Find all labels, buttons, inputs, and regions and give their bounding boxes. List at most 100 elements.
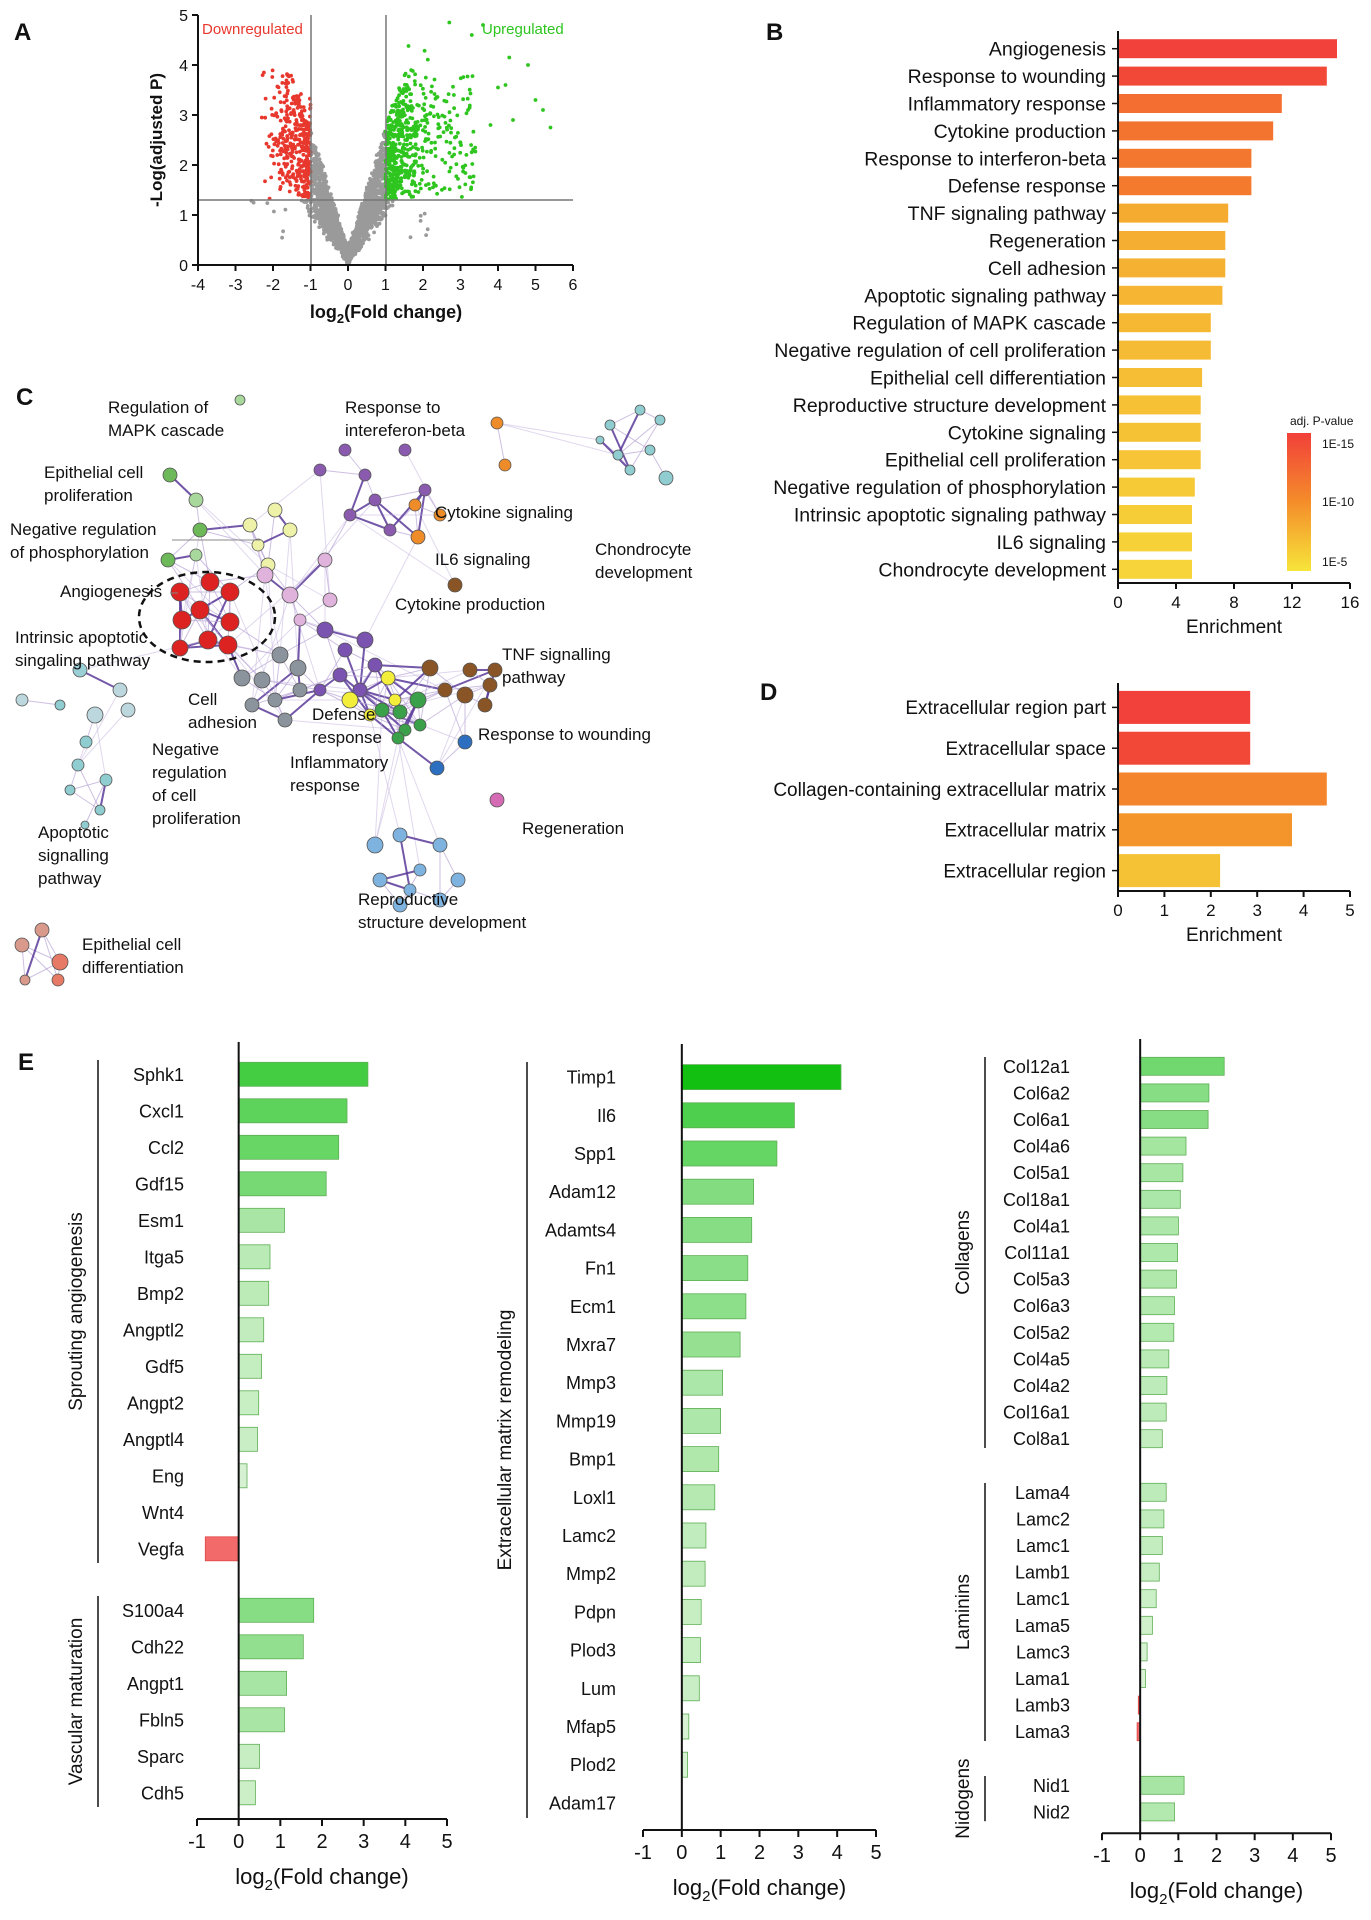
network-label: Negative regulation of cell proliferation xyxy=(152,740,241,828)
bar xyxy=(238,1171,327,1197)
network-label-line: Response to wounding xyxy=(478,725,651,744)
volcano-point xyxy=(397,104,401,109)
network-label: Angiogenesis xyxy=(60,582,162,601)
x-tick-label: 2 xyxy=(1211,1845,1222,1867)
network-label: Regulation of MAPK cascade xyxy=(108,398,224,440)
network-node xyxy=(271,646,289,664)
volcano-point xyxy=(298,132,303,137)
volcano-point xyxy=(464,111,469,116)
network-label-line: Cytokine signaling xyxy=(435,503,573,522)
volcano-point xyxy=(424,117,429,122)
network-edge xyxy=(496,422,601,441)
volcano-point xyxy=(378,174,383,179)
network-node xyxy=(54,699,66,711)
network-node xyxy=(267,502,283,518)
gene-label: Bmp1 xyxy=(569,1450,616,1470)
category-label: Apoptotic signaling pathway xyxy=(864,285,1106,307)
network-node xyxy=(313,463,327,477)
volcano-point xyxy=(276,85,281,90)
bar xyxy=(1118,813,1292,847)
bar xyxy=(1118,94,1282,113)
volcano-point xyxy=(378,209,382,214)
volcano-point xyxy=(299,179,304,184)
network-edge xyxy=(496,422,506,466)
volcano-point xyxy=(422,211,427,216)
volcano-point xyxy=(279,146,284,151)
volcano-point xyxy=(386,116,391,121)
volcano-point xyxy=(447,169,452,174)
network-edge xyxy=(199,529,259,546)
volcano-point xyxy=(526,63,530,67)
network-node xyxy=(317,552,333,568)
volcano-point xyxy=(470,74,475,78)
gene-label: Sphk1 xyxy=(133,1065,184,1085)
network-label-line: signalling xyxy=(38,846,109,865)
volcano-point xyxy=(301,185,305,189)
volcano-point xyxy=(395,116,400,121)
network-edge xyxy=(374,499,419,538)
network-node xyxy=(432,837,448,853)
volcano-point xyxy=(321,210,326,214)
volcano-point xyxy=(280,141,285,145)
network-node xyxy=(447,577,463,593)
volcano-point xyxy=(423,75,428,80)
volcano-point xyxy=(294,179,299,184)
network-node xyxy=(398,443,412,457)
network-edge xyxy=(436,694,466,769)
gene-label: Il6 xyxy=(597,1106,616,1126)
gene-label: Col4a2 xyxy=(1013,1376,1070,1396)
volcano-point xyxy=(393,149,397,154)
volcano-point xyxy=(283,175,288,180)
volcano-point xyxy=(364,231,369,235)
volcano-point xyxy=(404,153,409,158)
volcano-point xyxy=(320,215,324,220)
bar xyxy=(238,1390,260,1416)
gene-label: Esm1 xyxy=(138,1211,184,1231)
x-tick-label: 3 xyxy=(793,1842,804,1864)
category-label: Negative regulation of cell proliferatio… xyxy=(774,340,1106,362)
volcano-point xyxy=(394,175,399,180)
volcano-point xyxy=(319,168,324,173)
volcano-point xyxy=(481,23,485,27)
volcano-point xyxy=(394,104,398,109)
network-node xyxy=(51,953,69,971)
volcano-point xyxy=(282,161,287,166)
panel-letter-e: E xyxy=(18,1049,34,1076)
volcano-point xyxy=(399,168,404,173)
y-tick-label: 5 xyxy=(179,8,188,25)
network-edge xyxy=(79,669,121,691)
volcano-point xyxy=(280,133,285,137)
volcano-point xyxy=(396,148,401,153)
y-tick-label: 0 xyxy=(179,258,188,275)
network-label: Cytokine signaling xyxy=(435,503,573,522)
network-node xyxy=(86,706,104,724)
network-edge xyxy=(195,554,209,641)
gene-label: Angptl4 xyxy=(123,1430,184,1450)
network-edge xyxy=(77,709,129,766)
volcano-point xyxy=(390,103,395,108)
network-node xyxy=(388,693,402,707)
volcano-point xyxy=(334,240,339,245)
gene-label: Nid1 xyxy=(1033,1776,1070,1796)
volcano-point xyxy=(468,91,473,96)
volcano-point xyxy=(263,96,268,101)
volcano-point xyxy=(533,98,538,102)
x-tick-label: 3 xyxy=(1249,1845,1260,1867)
volcano-point xyxy=(408,133,412,137)
volcano-point xyxy=(302,108,307,113)
x-tick-label: 3 xyxy=(358,1831,369,1853)
volcano-point xyxy=(396,154,400,159)
enrichment-chart-b: Angiogenesis Response to wounding Inflamma… xyxy=(773,31,1359,638)
volcano-point xyxy=(400,127,404,132)
network-node xyxy=(256,566,274,584)
volcano-point xyxy=(403,120,408,125)
network-edge xyxy=(319,469,366,476)
network-node xyxy=(198,630,218,650)
bar xyxy=(1118,368,1203,387)
network-node xyxy=(398,723,412,737)
volcano-point xyxy=(339,230,344,235)
volcano-point xyxy=(421,155,426,160)
bar xyxy=(1139,1189,1181,1209)
volcano-point xyxy=(359,242,364,247)
volcano-point xyxy=(285,91,290,96)
